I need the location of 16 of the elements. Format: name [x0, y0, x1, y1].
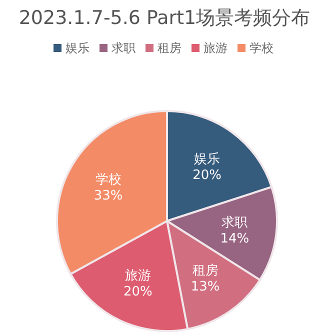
chart-title: 2023.1.7-5.6 Part1场景考频分布: [18, 7, 310, 29]
legend-label: 旅游: [204, 41, 228, 55]
legend-label: 学校: [250, 41, 274, 55]
data-label: 14%: [220, 232, 250, 247]
slice-label: 租房: [192, 262, 218, 278]
legend-label: 求职: [112, 41, 136, 55]
legend-label: 娱乐: [66, 41, 90, 55]
slice-label: 学校: [95, 172, 122, 188]
data-label: 33%: [94, 188, 123, 204]
data-label: 20%: [124, 284, 152, 300]
slice-label: 旅游: [124, 268, 151, 284]
legend-label: 租房: [158, 41, 182, 55]
data-label: 20%: [192, 168, 222, 183]
data-label: 13%: [190, 279, 220, 294]
slice-label: 娱乐: [194, 152, 220, 167]
slice-label: 求职: [222, 216, 248, 231]
